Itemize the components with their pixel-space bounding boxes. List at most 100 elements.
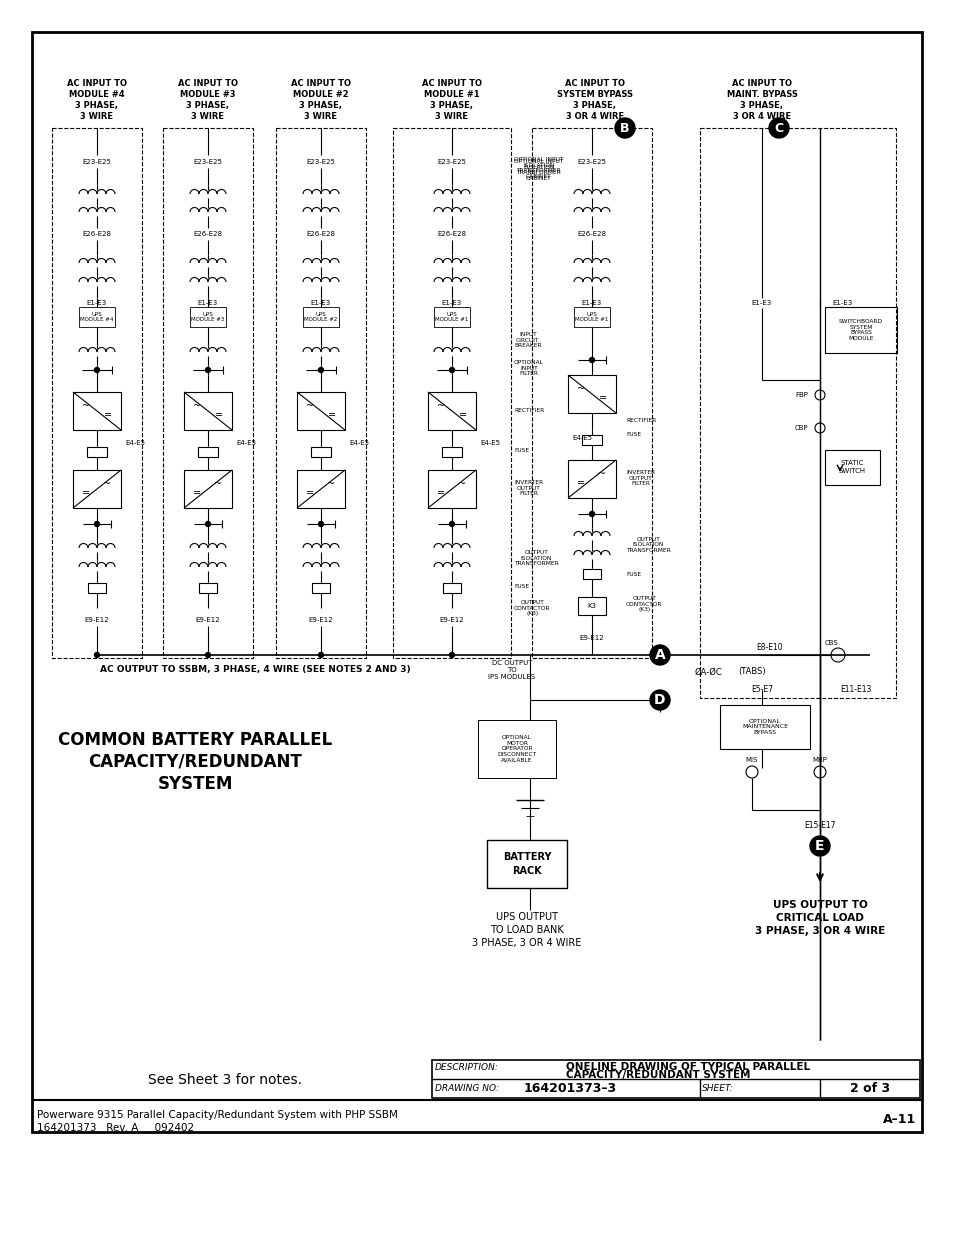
Circle shape	[205, 521, 211, 526]
Bar	[88, 583, 106, 593]
Bar	[428, 391, 476, 430]
Text: DESCRIPTION:: DESCRIPTION:	[435, 1063, 498, 1072]
Text: ~: ~	[193, 401, 201, 411]
Text: D: D	[654, 693, 665, 706]
Text: =: =	[82, 489, 91, 499]
Text: OUTPUT
ISOLATION
TRANSFORMER: OUTPUT ISOLATION TRANSFORMER	[514, 550, 558, 567]
Bar	[87, 447, 107, 457]
Bar	[442, 583, 460, 593]
Text: SHEET:: SHEET:	[701, 1084, 733, 1093]
Text: ONELINE DRAWING OF TYPICAL PARALLEL: ONELINE DRAWING OF TYPICAL PARALLEL	[565, 1062, 809, 1072]
Text: OPTIONAL INPUT
ISOLATION
TRANSFORMER
CABINET: OPTIONAL INPUT ISOLATION TRANSFORMER CAB…	[514, 157, 563, 179]
Text: AC INPUT TO
MODULE #3
3 PHASE,
3 WIRE: AC INPUT TO MODULE #3 3 PHASE, 3 WIRE	[178, 79, 237, 121]
Text: AC OUTPUT TO SSBM, 3 PHASE, 4 WIRE (SEE NOTES 2 AND 3): AC OUTPUT TO SSBM, 3 PHASE, 4 WIRE (SEE …	[99, 666, 410, 674]
Text: ~: ~	[214, 479, 222, 489]
Text: E4-E5: E4-E5	[235, 440, 255, 446]
Text: E23-E25: E23-E25	[193, 159, 222, 165]
Text: E8-E10: E8-E10	[756, 643, 782, 652]
Text: RECTIFIER: RECTIFIER	[625, 417, 656, 422]
Circle shape	[449, 521, 454, 526]
Text: =: =	[577, 478, 585, 489]
Text: INVERTER
OUTPUT
FILTER: INVERTER OUTPUT FILTER	[514, 479, 542, 496]
Circle shape	[649, 645, 669, 664]
Bar	[428, 471, 476, 508]
Bar	[574, 308, 609, 327]
Text: DC OUTPUT
TO
IPS MODULES: DC OUTPUT TO IPS MODULES	[488, 659, 535, 680]
Bar	[198, 447, 218, 457]
Text: E23-E25: E23-E25	[437, 159, 466, 165]
Bar	[73, 391, 121, 430]
Text: E1-E3: E1-E3	[831, 300, 851, 306]
Text: =: =	[103, 410, 112, 421]
Text: UPS
MODULE #1: UPS MODULE #1	[575, 311, 608, 322]
Circle shape	[449, 368, 454, 373]
Bar	[311, 447, 331, 457]
Bar	[184, 471, 232, 508]
Text: RECTIFIER: RECTIFIER	[514, 408, 543, 412]
Text: E9-E12: E9-E12	[579, 635, 603, 641]
Bar	[393, 128, 511, 658]
Circle shape	[205, 368, 211, 373]
Bar	[441, 447, 461, 457]
Text: ~: ~	[577, 384, 585, 394]
Text: ~: ~	[436, 401, 445, 411]
Bar	[486, 840, 566, 888]
Text: E1-E3: E1-E3	[87, 300, 107, 306]
Text: E26-E28: E26-E28	[577, 231, 606, 237]
Text: E23-E25: E23-E25	[577, 159, 606, 165]
Bar	[434, 308, 470, 327]
Circle shape	[94, 521, 99, 526]
Text: FUSE: FUSE	[625, 432, 640, 437]
Text: E9-E12: E9-E12	[195, 618, 220, 622]
Text: E1-E3: E1-E3	[311, 300, 331, 306]
Circle shape	[589, 357, 594, 363]
Text: E26-E28: E26-E28	[82, 231, 112, 237]
Text: 2 of 3: 2 of 3	[849, 1083, 889, 1095]
Bar	[32, 32, 921, 1132]
Text: E4-E5: E4-E5	[349, 440, 369, 446]
Text: OPTIONAL
INPUT
FILTER: OPTIONAL INPUT FILTER	[514, 359, 543, 377]
Text: E: E	[815, 839, 824, 853]
Text: =: =	[214, 410, 222, 421]
Bar	[73, 471, 121, 508]
Text: =: =	[598, 394, 606, 404]
Bar	[824, 450, 879, 485]
Circle shape	[649, 690, 669, 710]
Text: OUTPUT
CONTACTOR
(K3): OUTPUT CONTACTOR (K3)	[514, 600, 550, 616]
Circle shape	[318, 652, 323, 657]
Text: =: =	[436, 489, 445, 499]
Text: ~: ~	[458, 479, 466, 489]
Bar	[700, 128, 895, 698]
Text: E1-E3: E1-E3	[751, 300, 771, 306]
Text: ~: ~	[82, 401, 91, 411]
Bar	[532, 128, 651, 658]
Bar	[190, 308, 226, 327]
Text: SWITCHBOARD
SYSTEM
BYPASS
MODULE: SWITCHBOARD SYSTEM BYPASS MODULE	[838, 319, 882, 341]
Circle shape	[94, 368, 99, 373]
Text: C: C	[774, 121, 782, 135]
Text: E1-E3: E1-E3	[197, 300, 218, 306]
Text: A–11: A–11	[882, 1114, 915, 1126]
Bar	[296, 471, 345, 508]
Bar	[303, 308, 338, 327]
Text: 164201373   Rev. A     092402: 164201373 Rev. A 092402	[37, 1123, 193, 1132]
Bar	[567, 375, 616, 412]
Text: See Sheet 3 for notes.: See Sheet 3 for notes.	[148, 1073, 302, 1087]
Circle shape	[318, 368, 323, 373]
Text: B: B	[619, 121, 629, 135]
Bar	[720, 705, 809, 748]
Text: FUSE: FUSE	[514, 448, 529, 453]
Text: UPS
MODULE #2: UPS MODULE #2	[304, 311, 337, 322]
Bar	[79, 308, 115, 327]
Text: =: =	[458, 410, 466, 421]
Text: ~: ~	[103, 479, 112, 489]
Text: E26-E28: E26-E28	[306, 231, 335, 237]
Text: INPUT
CIRCUIT
BREAKER: INPUT CIRCUIT BREAKER	[514, 332, 541, 348]
Text: UPS
MODULE #1: UPS MODULE #1	[435, 311, 468, 322]
Text: UPS OUTPUT
TO LOAD BANK
3 PHASE, 3 OR 4 WIRE: UPS OUTPUT TO LOAD BANK 3 PHASE, 3 OR 4 …	[472, 911, 581, 948]
Bar	[432, 1060, 919, 1098]
Text: E15-E17: E15-E17	[803, 821, 835, 830]
Text: UPS OUTPUT TO
CRITICAL LOAD
3 PHASE, 3 OR 4 WIRE: UPS OUTPUT TO CRITICAL LOAD 3 PHASE, 3 O…	[754, 900, 884, 936]
Bar	[275, 128, 366, 658]
Text: AC INPUT TO
MODULE #4
3 PHASE,
3 WIRE: AC INPUT TO MODULE #4 3 PHASE, 3 WIRE	[67, 79, 127, 121]
